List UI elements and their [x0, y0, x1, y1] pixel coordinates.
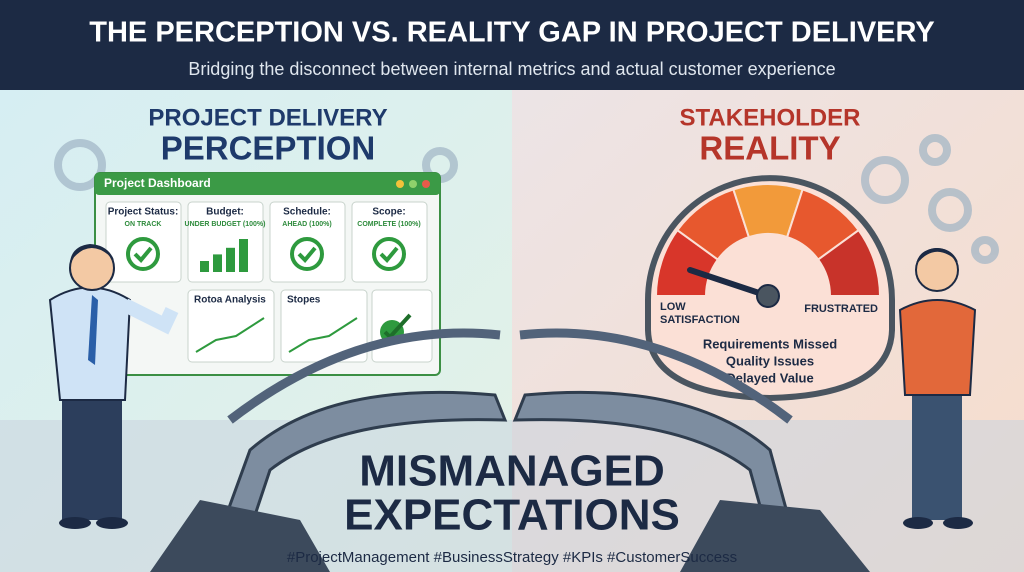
check-icon	[372, 237, 406, 271]
card-status: COMPLETE (100%)	[357, 221, 420, 228]
panel-label: Rotoa Analysis	[194, 295, 266, 306]
person-right	[898, 248, 977, 529]
hashtags: #ProjectManagement #BusinessStrategy #KP…	[287, 549, 737, 566]
title: THE PERCEPTION VS. REALITY GAP IN PROJEC…	[89, 17, 934, 49]
reality-heading-2: REALITY	[699, 130, 840, 167]
check-icon	[126, 237, 160, 271]
card-label: Project Status:	[108, 207, 179, 218]
trend-line	[195, 317, 265, 353]
issue: Requirements Missed	[703, 336, 837, 351]
card-label: Scope:	[372, 207, 405, 218]
gauge-low-label: LOW	[660, 301, 686, 313]
center-line-2: EXPECTATIONS	[344, 491, 680, 540]
status-card	[105, 201, 182, 283]
dashboard-header	[95, 173, 440, 195]
header-bar	[0, 0, 1024, 90]
issue: Delayed Value	[726, 370, 813, 385]
person-left	[48, 244, 179, 529]
window-dot	[422, 180, 430, 188]
bar-icon	[226, 247, 235, 272]
trend-line	[288, 317, 358, 353]
bar-icon	[200, 261, 209, 272]
check-mark	[133, 246, 153, 263]
check-mark	[297, 246, 317, 263]
dashboard-title: Project Dashboard	[104, 176, 211, 190]
gauge-needle	[687, 267, 771, 299]
check-icon	[290, 237, 324, 271]
gauge-low-label: SATISFACTION	[660, 314, 740, 326]
gauge-high-label: FRUSTRATED	[804, 303, 878, 315]
bar-icon	[239, 239, 248, 272]
panel-label: Stopes	[287, 295, 321, 306]
perception-heading-1: PROJECT DELIVERY	[148, 104, 387, 131]
card-status: AHEAD (100%)	[282, 221, 331, 228]
perception-heading-2: PERCEPTION	[161, 130, 376, 167]
window-dot	[396, 180, 404, 188]
issue: Quality Issues	[726, 353, 814, 368]
card-label: Budget:	[206, 207, 244, 218]
card-status: UNDER BUDGET (100%)	[185, 221, 266, 228]
window-dot	[409, 180, 417, 188]
status-card	[269, 201, 346, 283]
bar-icon	[213, 254, 222, 272]
gauge-segment	[816, 228, 882, 297]
gears	[54, 134, 999, 264]
center-line-1: MISMANAGED	[359, 447, 665, 496]
reality-heading-1: STAKEHOLDER	[680, 104, 861, 131]
gauge-hub	[756, 284, 780, 308]
status-card	[351, 201, 428, 283]
card-label: Schedule:	[283, 207, 331, 218]
check-mark	[379, 246, 399, 263]
subtitle: Bridging the disconnect between internal…	[188, 59, 835, 79]
bridge	[150, 328, 870, 572]
card-status: ON TRACK	[125, 221, 162, 228]
